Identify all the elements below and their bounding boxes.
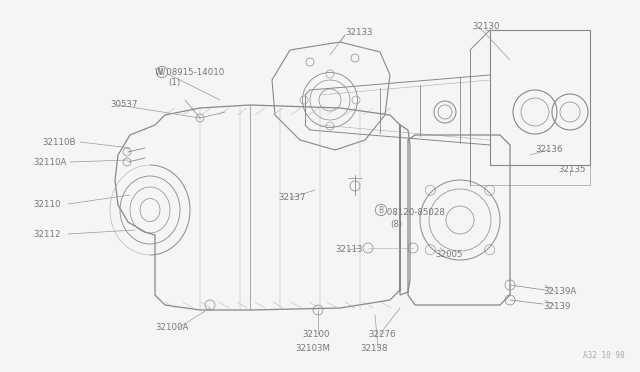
Text: 32112: 32112 [33,230,61,239]
Text: B: B [378,205,383,215]
Text: 32100A: 32100A [155,323,188,332]
Text: 32005: 32005 [435,250,463,259]
Text: 32136: 32136 [535,145,563,154]
Text: 32110A: 32110A [33,158,67,167]
Text: 32113: 32113 [335,245,362,254]
Text: 32139: 32139 [543,302,570,311]
Text: 32110: 32110 [33,200,61,209]
Text: A32 10 98: A32 10 98 [584,351,625,360]
Text: (1): (1) [168,78,180,87]
Text: (8): (8) [390,220,402,229]
Text: 32110B: 32110B [42,138,76,147]
Text: B 08120-85028: B 08120-85028 [378,208,445,217]
Text: 32138: 32138 [360,344,387,353]
Text: 32130: 32130 [472,22,499,31]
Text: 32135: 32135 [558,165,586,174]
Text: W 08915-14010: W 08915-14010 [155,68,224,77]
Text: 30537: 30537 [110,100,138,109]
Text: 32276: 32276 [368,330,396,339]
Text: 32100: 32100 [302,330,330,339]
Text: 32103M: 32103M [295,344,330,353]
Text: 32137: 32137 [278,193,305,202]
Text: W: W [158,67,166,77]
Text: 32133: 32133 [345,28,372,37]
Text: 32139A: 32139A [543,287,576,296]
